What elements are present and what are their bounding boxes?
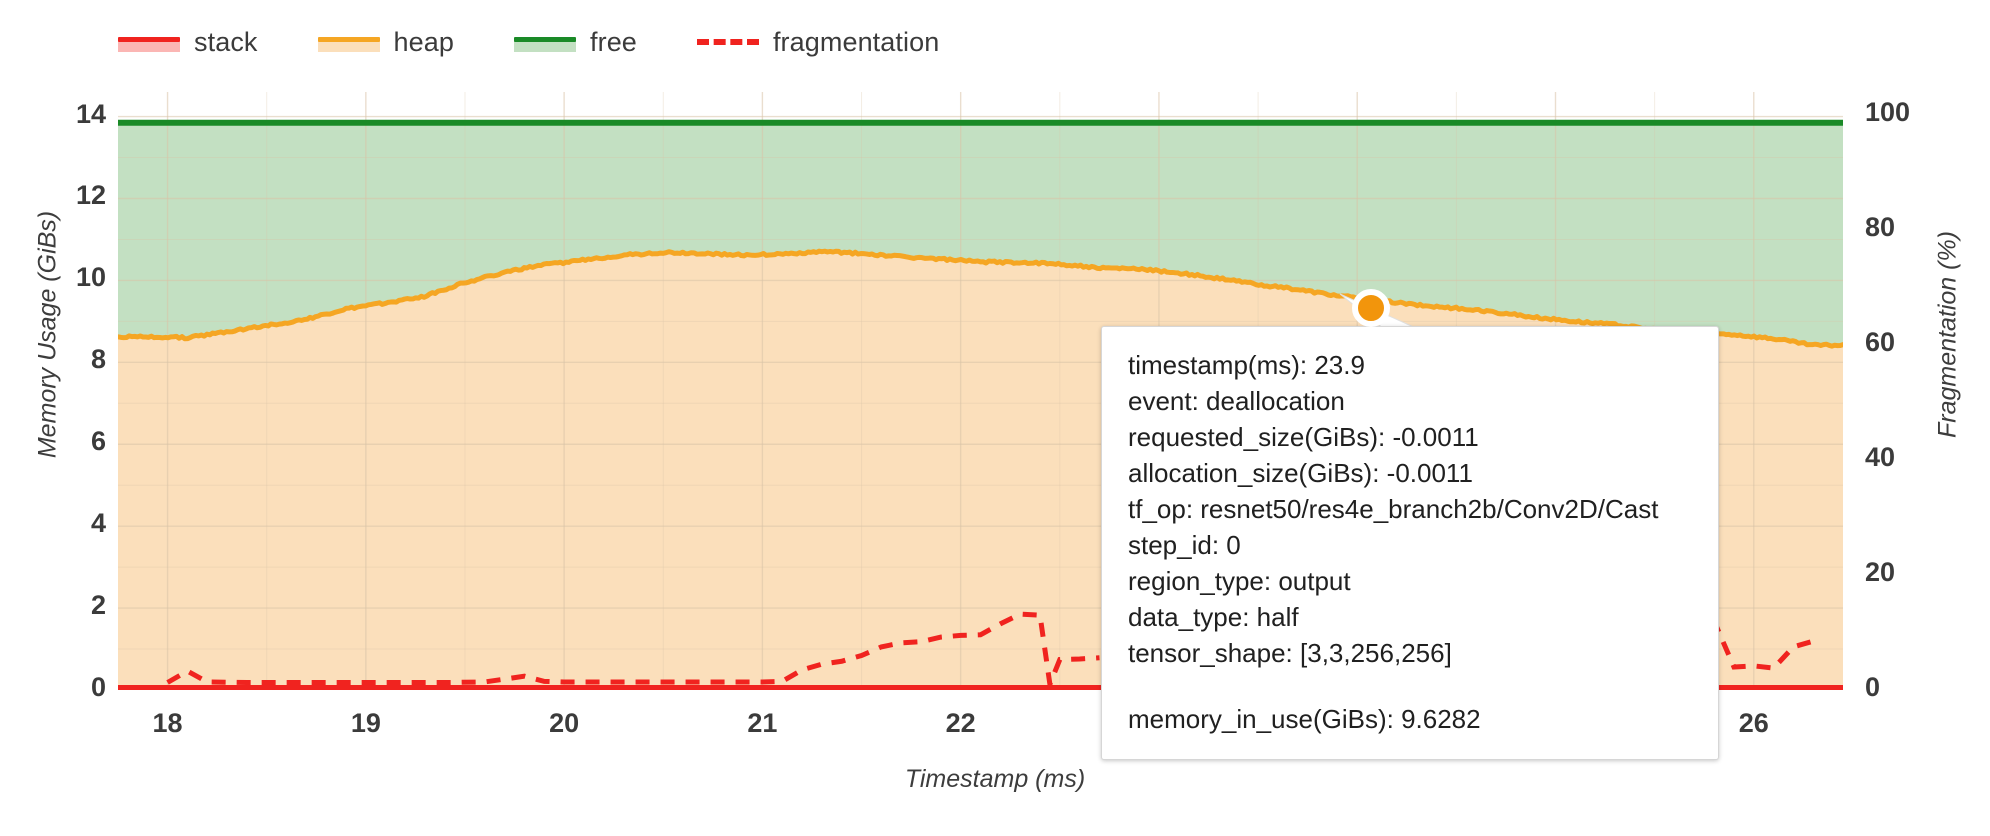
y-axis-left-tick-12: 12 (75, 180, 106, 211)
tooltip-line-memory-in-use: memory_in_use(GiBs): 9.6282 (1128, 704, 1481, 734)
y-axis-right-tick-40: 40 (1865, 442, 1896, 472)
tooltip-line-event: event: deallocation (1128, 386, 1345, 416)
tooltip-line-allocation-size: allocation_size(GiBs): -0.0011 (1128, 458, 1473, 488)
y-axis-right-tick-60: 60 (1865, 327, 1896, 357)
y-axis-left-tick-8: 8 (90, 344, 106, 375)
legend-item-stack[interactable]: stack (118, 27, 258, 58)
tooltip-line-data-type: data_type: half (1128, 602, 1299, 632)
legend-swatch-fragmentation (696, 32, 759, 52)
data-point-tooltip: timestamp(ms): 23.9 event: deallocation … (1101, 326, 1719, 760)
tooltip-line-tf-op: tf_op: resnet50/res4e_branch2b/Conv2D/Ca… (1128, 494, 1659, 524)
legend-swatch-heap (317, 32, 380, 52)
legend-label-fragmentation: fragmentation (772, 26, 940, 57)
tooltip-line-region-type: region_type: output (1128, 566, 1351, 596)
tooltip-line-step-id: step_id: 0 (1128, 530, 1241, 560)
y-axis-left-tick-4: 4 (90, 508, 106, 539)
tooltip-spacer (1128, 671, 1694, 701)
legend-swatch-free (514, 32, 576, 52)
y-axis-left-tick-0: 0 (90, 672, 106, 702)
x-axis-tick-26: 26 (1738, 708, 1769, 738)
x-axis-tick-19: 19 (350, 708, 381, 738)
y-axis-left-tick-14: 14 (75, 98, 106, 129)
tooltip-line-tensor-shape: tensor_shape: [3,3,256,256] (1128, 638, 1452, 668)
legend-item-fragmentation[interactable]: fragmentation (696, 26, 940, 58)
legend-label-free: free (590, 26, 637, 57)
y-axis-left-tick-6: 6 (90, 426, 106, 457)
chart-legend: stack heap free fragmentation (118, 22, 939, 62)
x-axis-title: Timestamp (ms) (904, 765, 1086, 793)
hover-point-marker[interactable] (1352, 289, 1390, 327)
legend-item-free[interactable]: free (514, 27, 637, 58)
y-axis-left-tick-2: 2 (90, 590, 106, 621)
x-axis-tick-18: 18 (152, 708, 183, 738)
y-axis-right-tick-0: 0 (1865, 672, 1881, 702)
y-axis-right-tick-100: 100 (1865, 97, 1911, 127)
tooltip-line-requested-size: requested_size(GiBs): -0.0011 (1128, 422, 1479, 452)
legend-label-heap: heap (393, 26, 454, 57)
x-axis-tick-21: 21 (747, 708, 778, 738)
tooltip-line-timestamp: timestamp(ms): 23.9 (1128, 350, 1365, 380)
y-axis-right-tick-20: 20 (1865, 557, 1896, 587)
legend-item-heap[interactable]: heap (317, 26, 454, 58)
legend-label-stack: stack (194, 26, 258, 57)
legend-swatch-stack (118, 32, 180, 52)
y-axis-right-tick-80: 80 (1865, 212, 1896, 242)
x-axis-tick-22: 22 (945, 708, 976, 738)
y-axis-left-tick-10: 10 (75, 262, 106, 293)
x-axis-tick-20: 20 (549, 708, 580, 738)
